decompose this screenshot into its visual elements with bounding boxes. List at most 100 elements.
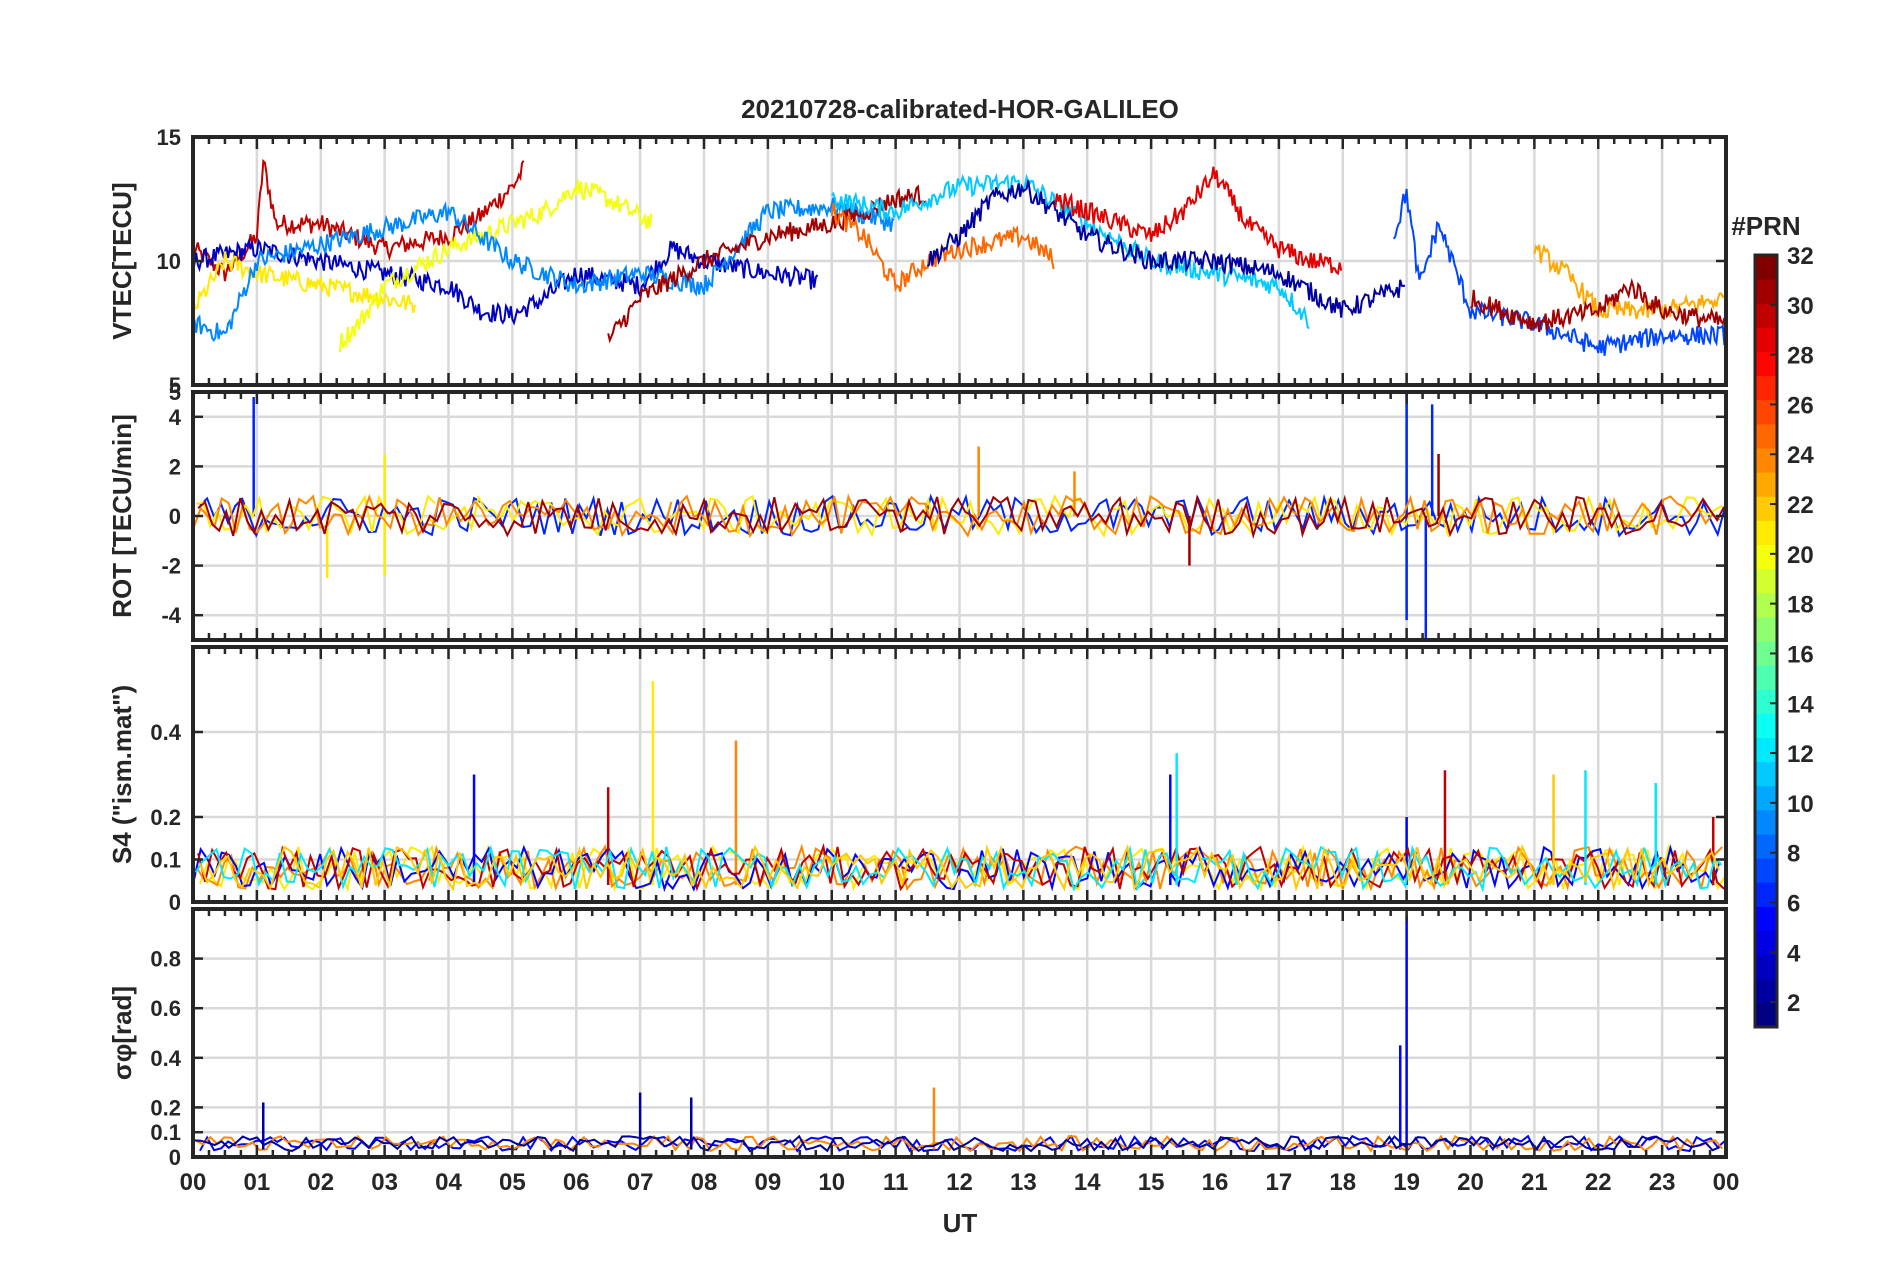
colorbar-frame — [1753, 253, 1779, 1029]
series-noise-prn-22 — [199, 843, 1720, 892]
colorbar-tick-label: 16 — [1787, 641, 1814, 668]
colorbar-swatch — [1755, 255, 1777, 280]
x-tick-label: 02 — [307, 1169, 334, 1196]
x-tick-label: 21 — [1521, 1169, 1548, 1196]
colorbar-swatch — [1755, 279, 1777, 304]
y-axis-label: VTEC[TECU] — [107, 182, 137, 339]
x-tick-label: 06 — [563, 1169, 590, 1196]
colorbar-swatch — [1755, 544, 1777, 570]
colorbar-swatch — [1755, 930, 1777, 956]
series-line-prn-20 — [338, 179, 653, 353]
colorbar-tick-label: 30 — [1787, 293, 1814, 320]
colorbar-swatch — [1755, 713, 1777, 738]
y-tick-label: 0.8 — [150, 947, 181, 972]
colorbar-tick-label: 12 — [1787, 741, 1814, 768]
colorbar-swatch — [1755, 1002, 1777, 1028]
x-tick-label: 00 — [180, 1169, 207, 1196]
colorbar-swatch — [1755, 423, 1777, 449]
x-tick-label: 03 — [371, 1169, 398, 1196]
colorbar-tick-label: 8 — [1787, 841, 1800, 868]
x-tick-label: 15 — [1138, 1169, 1165, 1196]
colorbar-swatch — [1755, 641, 1777, 666]
colorbar-swatch — [1755, 448, 1777, 473]
colorbar-swatch — [1755, 761, 1777, 787]
colorbar-title: #PRN — [1731, 211, 1800, 241]
x-tick-label: 11 — [883, 1169, 908, 1196]
colorbar-tick-label: 10 — [1787, 791, 1814, 818]
colorbar-tick-label: 14 — [1787, 691, 1814, 718]
series-line-prn-9 — [193, 197, 895, 343]
y-axis-label: σφ[rad] — [107, 986, 137, 1080]
colorbar-tick-label: 6 — [1787, 890, 1800, 917]
colorbar-tick-label: 2 — [1787, 990, 1800, 1017]
series-group — [193, 916, 1725, 1153]
x-tick-label: 12 — [946, 1169, 973, 1196]
x-tick-label: 01 — [244, 1169, 271, 1196]
x-tick-label: 10 — [818, 1169, 845, 1196]
colorbar-tick-label: 28 — [1787, 343, 1814, 370]
y-tick-label: 0 — [169, 1145, 181, 1170]
x-tick-label: 19 — [1393, 1169, 1420, 1196]
x-tick-label: 08 — [691, 1169, 718, 1196]
y-tick-label: 0.6 — [150, 996, 181, 1021]
series-group — [193, 158, 1726, 356]
y-tick-label: 0.1 — [150, 1120, 181, 1145]
x-tick-label: 00 — [1713, 1169, 1740, 1196]
y-tick-label: 0.2 — [150, 805, 181, 830]
y-tick-label: 0.1 — [150, 848, 181, 873]
colorbar-swatch — [1755, 327, 1777, 352]
series-line-prn-2 — [926, 180, 1406, 318]
series-noise-prn-24 — [195, 1134, 1723, 1153]
colorbar-swatch — [1755, 399, 1777, 425]
x-tick-label: 04 — [435, 1169, 462, 1196]
x-tick-label: 22 — [1585, 1169, 1612, 1196]
colorbar-swatch — [1755, 665, 1777, 690]
panel-2: -4 -2 0 2 45 ROT [TECU/min] — [107, 380, 1728, 642]
colorbar-swatch — [1755, 472, 1777, 497]
colorbar-swatch — [1755, 882, 1777, 907]
y-tick-label: 0.4 — [150, 720, 181, 745]
colorbar-swatch — [1755, 809, 1777, 835]
y-tick-label: 4 — [169, 405, 182, 430]
y-tick-label: 10 — [157, 249, 181, 274]
series-line-prn-23 — [1533, 243, 1725, 320]
y-tick-label: -2 — [161, 554, 181, 579]
colorbar-swatch — [1755, 858, 1777, 883]
x-tick-label: 09 — [755, 1169, 782, 1196]
y-tick-label: 0.4 — [150, 1046, 181, 1071]
series-line-prn-31 — [607, 184, 927, 344]
y-tick-label: -4 — [161, 603, 181, 628]
series-line-prn-29 — [1054, 166, 1343, 276]
colorbar-swatch — [1755, 954, 1777, 980]
y-tick-label: 0.2 — [150, 1095, 181, 1120]
series-noise-prn-31 — [197, 494, 1725, 540]
y-tick-label: 15 — [157, 125, 181, 150]
series-line-prn-7 — [1392, 188, 1726, 356]
y-tick-label: 5 — [169, 380, 181, 405]
colorbar-swatch — [1755, 785, 1777, 811]
y-tick-label: 5 — [169, 373, 181, 398]
x-axis-label: UT — [943, 1208, 978, 1238]
x-tick-label: 05 — [499, 1169, 526, 1196]
series-group — [193, 681, 1725, 892]
series-noise-prn-2 — [193, 1134, 1720, 1153]
series-group — [193, 392, 1725, 640]
x-tick-labels: 00 01 02 03 04 05 06 07 08 09 10 11 12 13 14 15 16 17 18 19… — [180, 1169, 1740, 1196]
panel-4: 00.10.2 0.4 0.6 0.8 σφ[rad] — [107, 907, 1728, 1170]
colorbar-swatch — [1755, 568, 1777, 594]
colorbar-tick-label: 4 — [1787, 940, 1801, 967]
colorbar-swatch — [1755, 592, 1777, 618]
x-tick-label: 07 — [627, 1169, 654, 1196]
colorbar-swatch — [1755, 496, 1777, 521]
y-tick-label: 0 — [169, 890, 181, 915]
y-tick-label: 0 — [169, 504, 181, 529]
colorbar-tick-label: 24 — [1787, 442, 1814, 469]
x-tick-label: 13 — [1010, 1169, 1037, 1196]
series-line-prn-11 — [831, 172, 1310, 330]
colorbar-swatch — [1755, 520, 1777, 545]
series-line-prn-30 — [193, 158, 525, 282]
colorbar-swatch — [1755, 978, 1777, 1004]
